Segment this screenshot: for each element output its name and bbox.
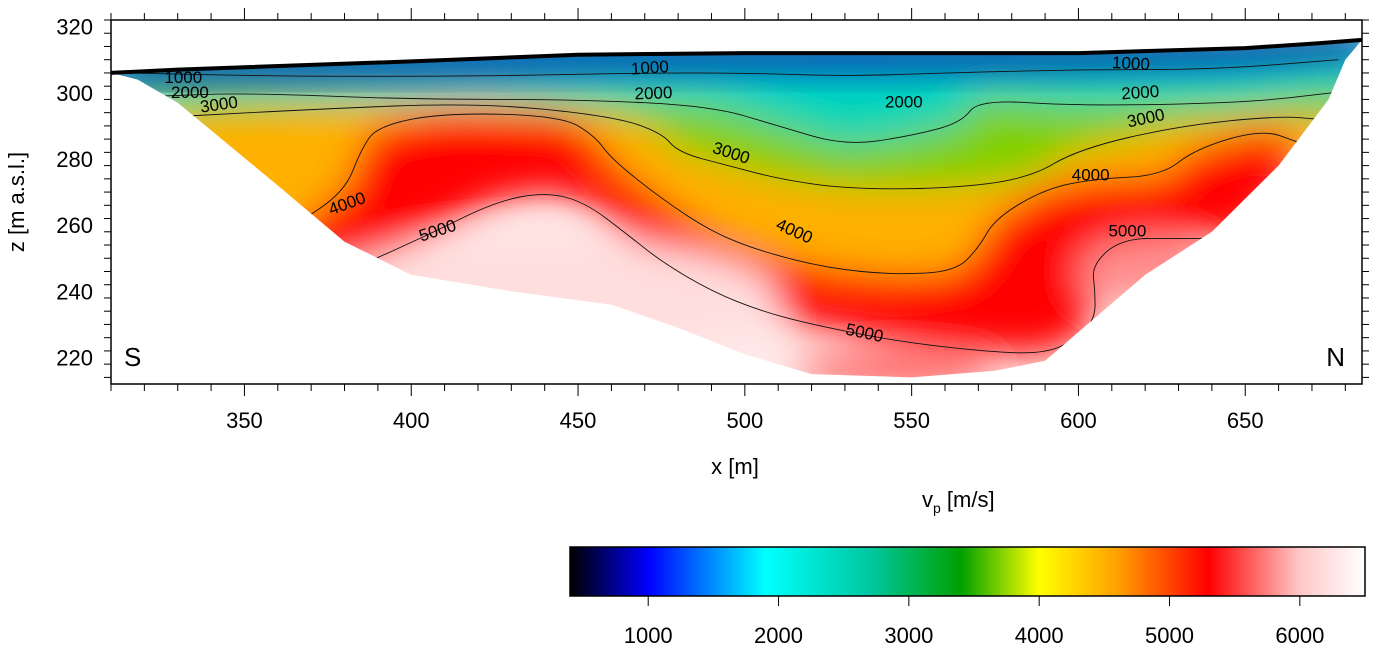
contour-label: 2000 (171, 83, 209, 102)
contour-label: 4000 (1072, 165, 1110, 184)
contour-label: 2000 (885, 93, 923, 112)
colorbar-tick-label: 1000 (624, 623, 673, 648)
x-axis-title: x [m] (711, 454, 759, 479)
colorbar-title: vp [m/s] (922, 487, 995, 516)
contour-label: 2000 (1121, 82, 1160, 104)
topography-line (110, 37, 1363, 75)
contour-label: 1000 (1112, 53, 1151, 74)
colorbar-title-v: v (922, 487, 933, 512)
contour-label: 1000 (164, 68, 202, 87)
colorbar-title-subscript: p (933, 500, 941, 516)
x-tick-label: 400 (393, 408, 430, 433)
contour-line-1000 (127, 59, 1339, 77)
x-tick-label: 650 (1227, 408, 1264, 433)
contour-label: 2000 (634, 83, 672, 103)
y-axis-title: z [m a.s.l.] (4, 152, 29, 252)
contour-label: 5000 (1108, 222, 1146, 241)
y-tick-label: 300 (56, 81, 93, 106)
colorbar (569, 546, 1366, 597)
velocity-pocket-3 (794, 354, 996, 378)
contour-lines (127, 59, 1339, 354)
colorbar-tick-label: 2000 (754, 623, 803, 648)
y-tick-label: 320 (56, 15, 93, 40)
corner-label-left: S (124, 342, 141, 372)
colorbar-tick-label: 6000 (1275, 623, 1324, 648)
y-tick-label: 280 (56, 147, 93, 172)
axis-ticks: 350 400 450 500 550 600 650 220 240 260 280 300 320 (56, 8, 1369, 433)
contour-line-3000 (187, 104, 1319, 190)
corner-label-right: N (1326, 342, 1345, 372)
contour-line-4000 (294, 113, 1299, 275)
velocity-bands (111, 39, 1362, 378)
velocity-pocket-2 (1078, 238, 1212, 305)
colorbar-tick-label: 5000 (1145, 623, 1194, 648)
velocity-model (111, 39, 1362, 378)
contour-label: 1000 (630, 57, 669, 79)
x-tick-label: 550 (893, 408, 930, 433)
contour-line-5000 (361, 194, 1206, 354)
colorbar-tick-label: 3000 (884, 623, 933, 648)
colorbar-title-unit: [m/s] (941, 487, 995, 512)
y-tick-label: 260 (56, 213, 93, 238)
velocity-band-surface (111, 39, 1362, 83)
y-tick-label: 240 (56, 279, 93, 304)
colorbar-ticks: 1000 2000 3000 4000 5000 6000 (624, 596, 1324, 648)
x-tick-label: 600 (1060, 408, 1097, 433)
x-tick-label: 450 (560, 408, 597, 433)
contour-line-2000 (160, 92, 1333, 143)
colorbar-tick-label: 4000 (1015, 623, 1064, 648)
y-tick-label: 220 (56, 346, 93, 371)
plot-frame (110, 19, 1363, 385)
x-tick-label: 500 (726, 408, 763, 433)
x-tick-label: 350 (226, 408, 263, 433)
